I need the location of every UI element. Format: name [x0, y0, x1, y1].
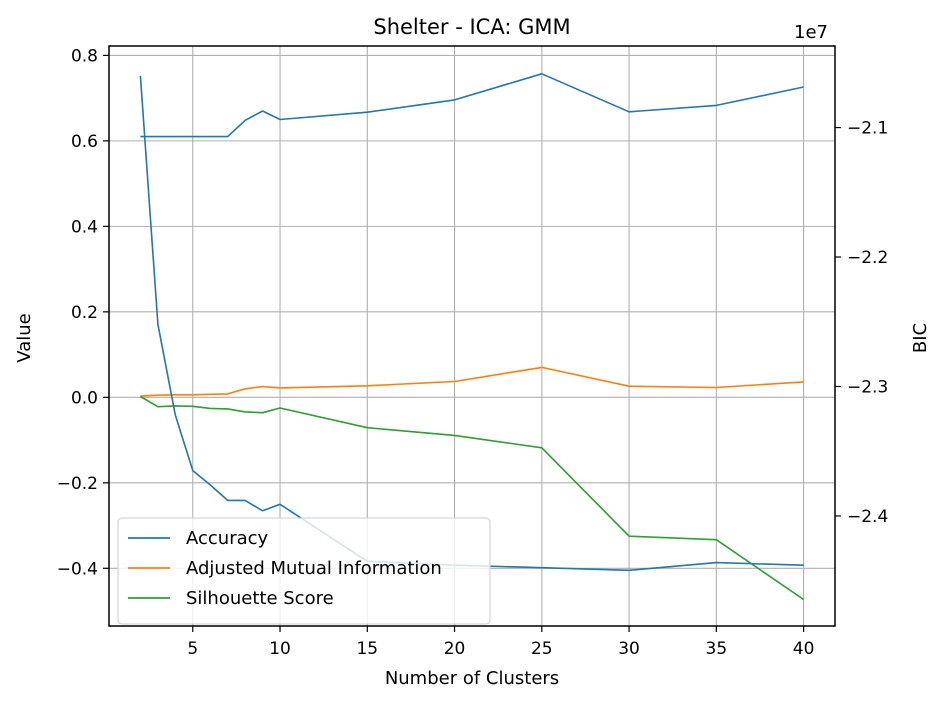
y2-axis-label: BIC: [910, 323, 931, 353]
legend-box: [117, 517, 491, 625]
x-tick-label: 30: [618, 639, 640, 659]
series-line-adjusted-mutual-information: [140, 366, 804, 397]
plot-frame: [108, 45, 836, 627]
x-tick-label: 35: [706, 639, 728, 659]
series-line-bic: [139, 75, 804, 572]
x-axis-label: Number of Clusters: [385, 668, 559, 689]
y2-offset-label: 1e7: [794, 22, 828, 43]
x-tick-label: 10: [269, 639, 291, 659]
x-tick-label: 40: [793, 639, 815, 659]
y-tick-label: −0.4: [57, 559, 98, 579]
axes: 5 10 15 20 25 30 35 40 −0.4 −0.2 0.0 0.2 0.4 0.6 0.8 −2…: [57, 45, 888, 659]
legend-label-accuracy: Accuracy: [186, 528, 269, 549]
x-tick-label: 15: [356, 639, 378, 659]
y-tick-label: 0.6: [71, 132, 98, 152]
y-tick-label: 0.2: [71, 303, 98, 323]
y-tick-label: 0.4: [71, 217, 98, 237]
y-tick-label: 0.8: [71, 46, 98, 66]
y2-tick-label: −2.2: [847, 248, 888, 268]
series-lines: [139, 73, 805, 601]
y-axis-label: Value: [14, 313, 35, 362]
x-tick-label: 25: [531, 639, 553, 659]
legend-label-silhouette-score: Silhouette Score: [186, 588, 334, 609]
y2-tick-label: −2.1: [847, 119, 888, 139]
x-tick-label: 20: [444, 639, 466, 659]
legend: Accuracy Adjusted Mutual Information Silho…: [117, 517, 491, 625]
series-line-silhouette-score: [139, 395, 805, 601]
y-tick-label: 0.0: [71, 388, 98, 408]
series-line-accuracy: [140, 73, 804, 138]
x-tick-label: 5: [187, 639, 198, 659]
chart-title: Shelter - ICA: GMM: [373, 15, 570, 39]
y-tick-label: −0.2: [57, 474, 98, 494]
legend-label-adjusted-mutual-information: Adjusted Mutual Information: [186, 558, 442, 579]
y2-tick-label: −2.4: [847, 507, 888, 527]
y2-tick-label: −2.3: [847, 377, 888, 397]
